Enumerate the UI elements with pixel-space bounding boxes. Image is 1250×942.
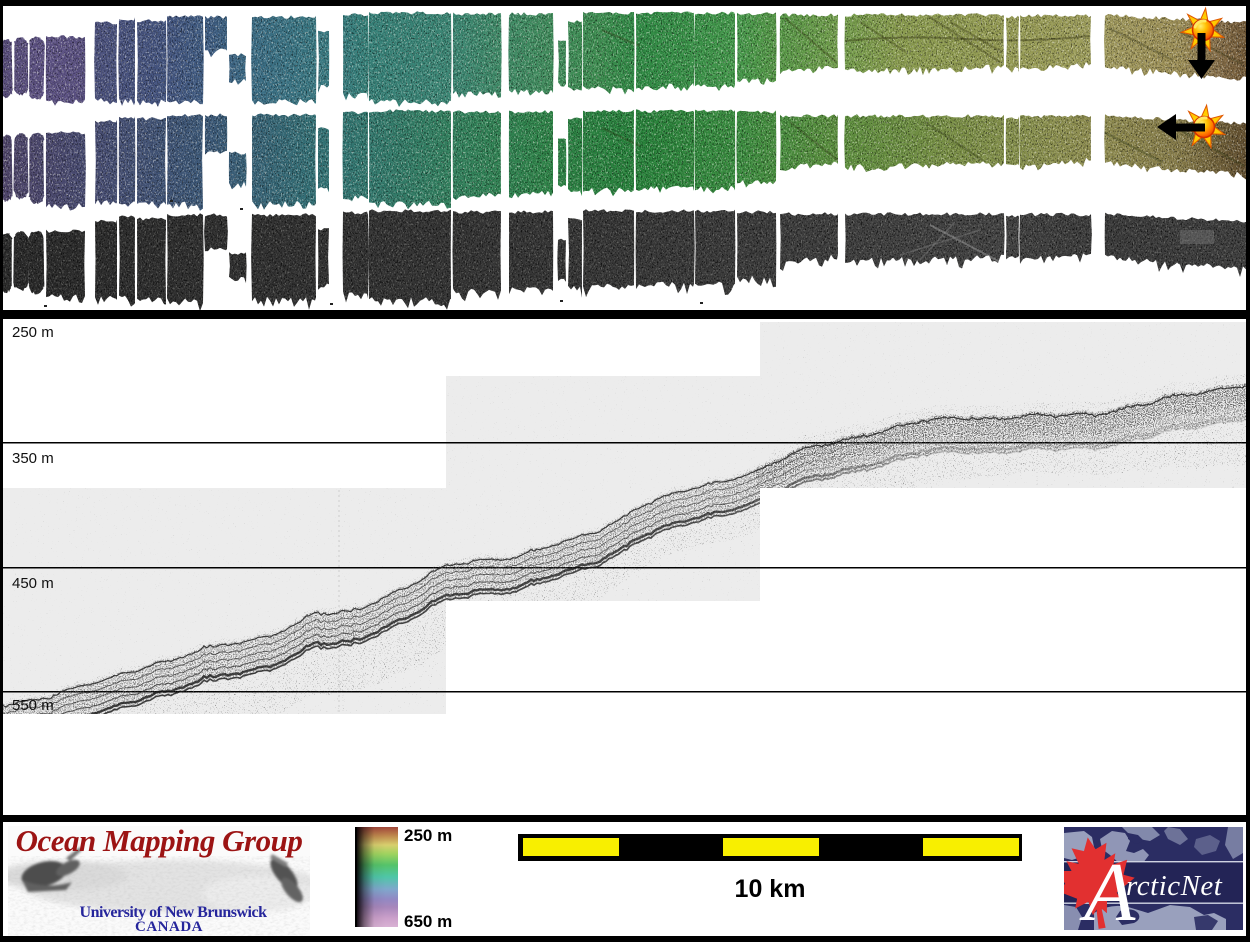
svg-text:rcticNet: rcticNet — [1126, 870, 1223, 902]
svg-text:A: A — [1079, 846, 1136, 930]
